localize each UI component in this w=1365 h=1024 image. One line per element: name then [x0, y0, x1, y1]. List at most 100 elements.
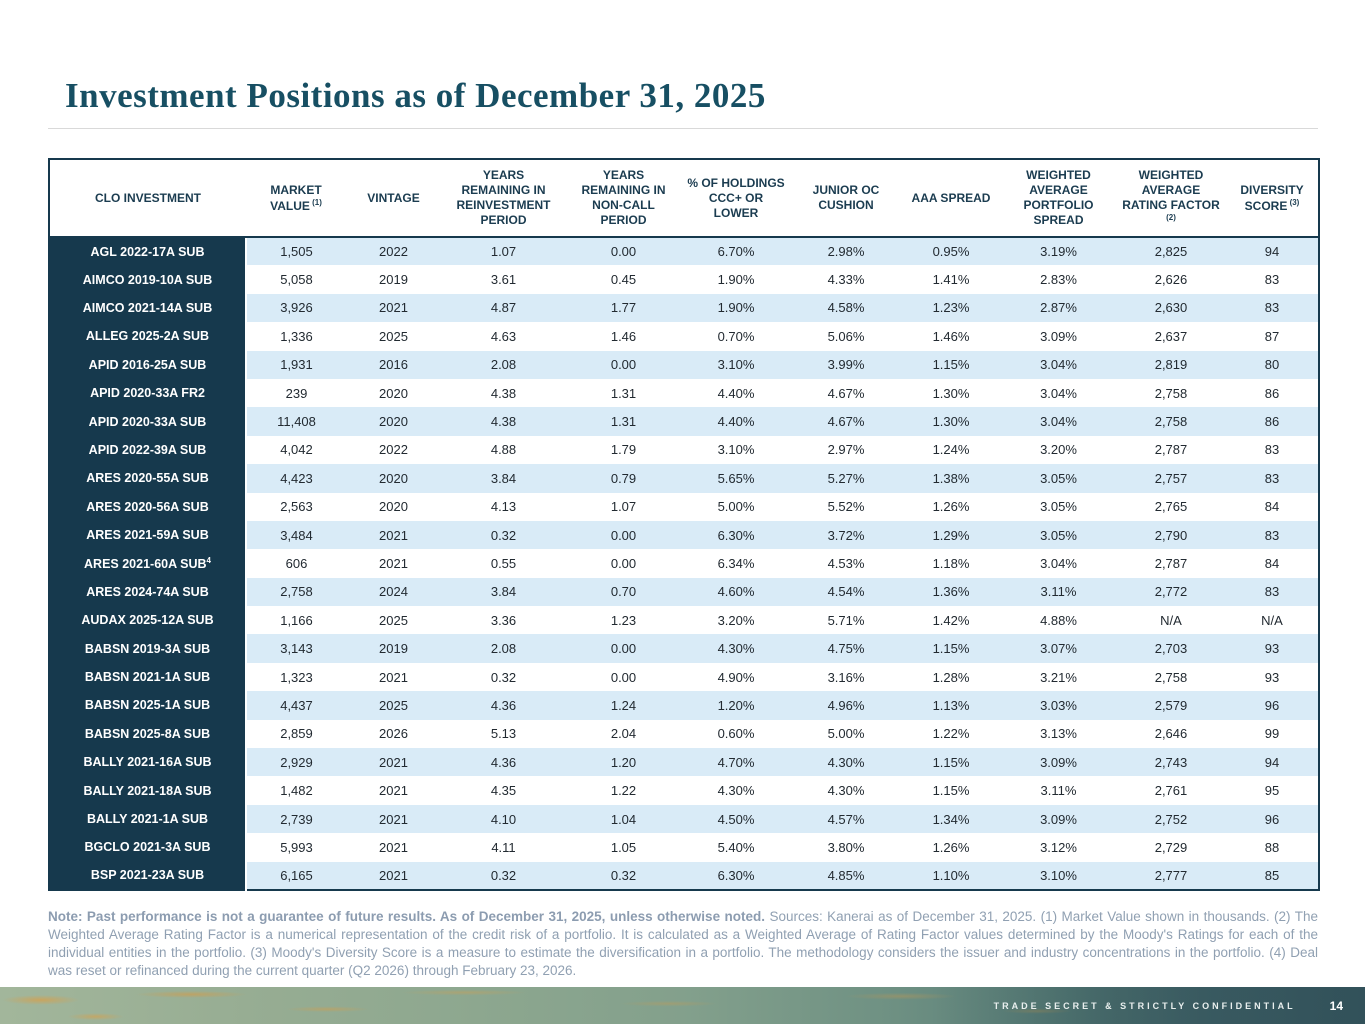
footer-bar: TRADE SECRET & STRICTLY CONFIDENTIAL 14: [933, 987, 1365, 1024]
cell: 4.75%: [791, 634, 901, 663]
cell: 4.33%: [791, 265, 901, 294]
cell: 4.40%: [681, 407, 791, 436]
cell: 2,825: [1116, 237, 1226, 266]
cell: 83: [1226, 520, 1319, 550]
table-row: BGCLO 2021-3A SUB 5,993 2021 4.11 1.05 5.40% 3…: [49, 833, 1319, 862]
cell: 3.19%: [1001, 237, 1116, 266]
cell: 4,437: [246, 691, 346, 720]
cell: 0.79: [566, 464, 681, 493]
cell: 2025: [346, 322, 441, 351]
cell: 2,743: [1116, 748, 1226, 777]
cell: 1.26%: [901, 833, 1001, 862]
row-label: BALLY 2021-1A SUB: [49, 804, 247, 834]
cell: 83: [1226, 577, 1319, 607]
table-row: ARES 2020-56A SUB 2,563 2020 4.13 1.07 5.00% 5…: [49, 492, 1319, 521]
table-row: APID 2020-33A SUB 11,408 2020 4.38 1.31 4.40%…: [49, 407, 1319, 436]
cell: 4.30%: [681, 776, 791, 805]
cell: 4.88: [441, 435, 566, 465]
cell: 4.85%: [791, 861, 901, 890]
cell: 1.18%: [901, 549, 1001, 578]
cell: 3.80%: [791, 833, 901, 862]
cell: 2.83%: [1001, 265, 1116, 294]
cell: 6,165: [246, 861, 346, 890]
cell: 2020: [346, 378, 441, 408]
cell: 2020: [346, 492, 441, 521]
table-row: BABSN 2021-1A SUB 1,323 2021 0.32 0.00 4.90% 3…: [49, 662, 1319, 692]
row-label: AIMCO 2019-10A SUB: [49, 265, 247, 294]
column-header-1: MARKET VALUE (1): [246, 159, 346, 238]
row-label: ARES 2020-56A SUB: [49, 492, 247, 521]
cell: 1.90%: [681, 293, 791, 323]
cell: 3.04%: [1001, 407, 1116, 436]
cell: 2,752: [1116, 804, 1226, 834]
cell: 84: [1226, 549, 1319, 578]
cell: 3.84: [441, 464, 566, 493]
cell: 2,787: [1116, 435, 1226, 465]
cell: 6.34%: [681, 549, 791, 578]
table-row: ALLEG 2025-2A SUB 1,336 2025 4.63 1.46 0.70% 5…: [49, 322, 1319, 351]
cell: 85: [1226, 861, 1319, 890]
row-label: ARES 2020-55A SUB: [49, 464, 247, 493]
cell: 0.32: [441, 861, 566, 890]
cell: 3.11%: [1001, 577, 1116, 607]
cell: 11,408: [246, 407, 346, 436]
column-header-2: VINTAGE: [346, 159, 441, 238]
row-label: APID 2016-25A SUB: [49, 350, 247, 379]
cell: 6.70%: [681, 237, 791, 266]
cell: 2,703: [1116, 634, 1226, 663]
row-label: ALLEG 2025-2A SUB: [49, 322, 247, 351]
cell: 4.10: [441, 804, 566, 834]
header-row: CLO INVESTMENT MARKET VALUE (1) VINTAGE YEA…: [49, 159, 1319, 238]
column-header-6: JUNIOR OC CUSHION: [791, 159, 901, 238]
row-label: BGCLO 2021-3A SUB: [49, 833, 247, 862]
cell: 4.30%: [681, 634, 791, 663]
cell: 83: [1226, 293, 1319, 323]
cell: 1.22%: [901, 719, 1001, 749]
cell: 3.61: [441, 265, 566, 294]
cell: 83: [1226, 464, 1319, 493]
cell: 3.21%: [1001, 662, 1116, 692]
cell: 1.15%: [901, 350, 1001, 379]
cell: 5.52%: [791, 492, 901, 521]
cell: 4.87: [441, 293, 566, 323]
cell: 4.63: [441, 322, 566, 351]
table-row: BABSN 2025-8A SUB 2,859 2026 5.13 2.04 0.60% 5…: [49, 719, 1319, 749]
cell: 2,739: [246, 804, 346, 834]
cell: 1.13%: [901, 691, 1001, 720]
cell: 1.07: [566, 492, 681, 521]
table-row: BALLY 2021-16A SUB 2,929 2021 4.36 1.20 4.70%…: [49, 748, 1319, 777]
cell: 1.79: [566, 435, 681, 465]
cell: 2,637: [1116, 322, 1226, 351]
cell: 3,926: [246, 293, 346, 323]
table-row: AIMCO 2019-10A SUB 5,058 2019 3.61 0.45 1.90%…: [49, 265, 1319, 294]
cell: 1,336: [246, 322, 346, 351]
cell: 1.15%: [901, 634, 1001, 663]
cell: 3.84: [441, 577, 566, 607]
cell: 3.20%: [681, 606, 791, 635]
cell: 1.90%: [681, 265, 791, 294]
cell: 1.23%: [901, 293, 1001, 323]
cell: 0.45: [566, 265, 681, 294]
table-row: APID 2016-25A SUB 1,931 2016 2.08 0.00 3.10% 3…: [49, 350, 1319, 379]
footnote-disclaimer: Note: Past performance is not a guarante…: [48, 909, 766, 924]
cell: 2021: [346, 804, 441, 834]
cell: 2,758: [1116, 378, 1226, 408]
cell: 0.00: [566, 520, 681, 550]
row-label: BABSN 2025-1A SUB: [49, 691, 247, 720]
cell: 3.16%: [791, 662, 901, 692]
cell: N/A: [1116, 606, 1226, 635]
cell: 1.28%: [901, 662, 1001, 692]
table-row: ARES 2021-60A SUB4 606 2021 0.55 0.00 6.34% 4.…: [49, 549, 1319, 578]
column-header-7: AAA SPREAD: [901, 159, 1001, 238]
cell: 0.00: [566, 549, 681, 578]
cell: 2.08: [441, 350, 566, 379]
cell: 3.36: [441, 606, 566, 635]
cell: 5,993: [246, 833, 346, 862]
row-label: APID 2020-33A FR2: [49, 378, 247, 408]
cell: 1,166: [246, 606, 346, 635]
cell: 4.70%: [681, 748, 791, 777]
cell: 95: [1226, 776, 1319, 805]
cell: 1.36%: [901, 577, 1001, 607]
cell: 2.87%: [1001, 293, 1116, 323]
cell: 2,761: [1116, 776, 1226, 805]
